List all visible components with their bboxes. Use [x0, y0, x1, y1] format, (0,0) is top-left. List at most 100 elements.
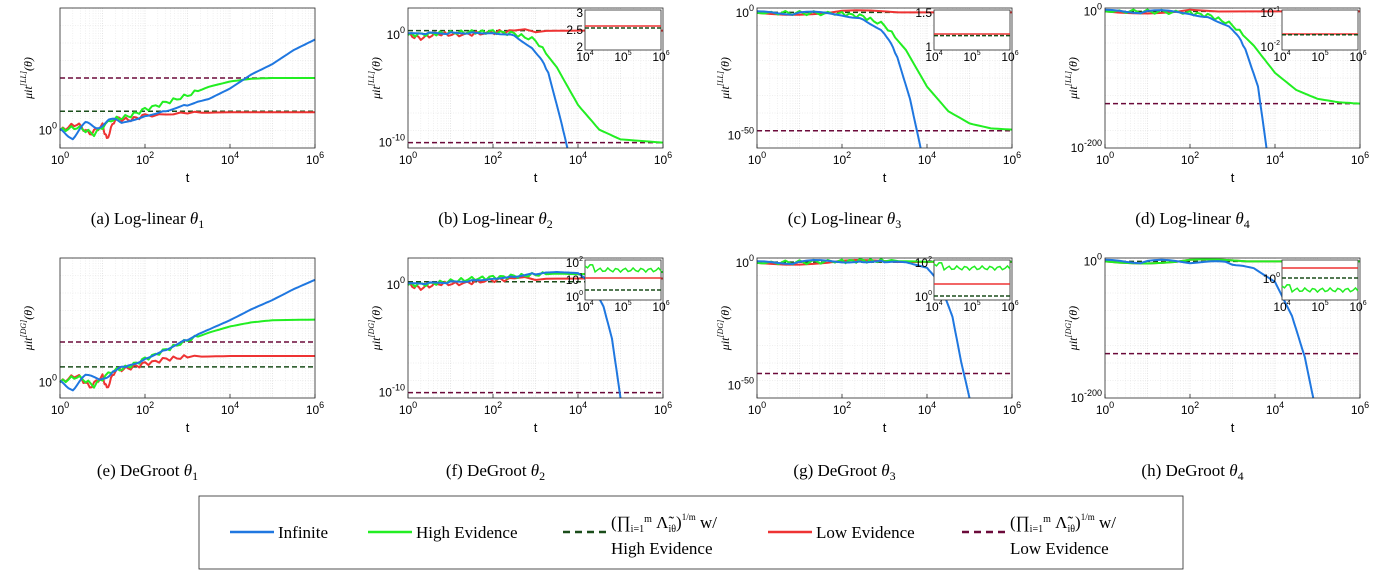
y-axis-label: μit[LL](θ) [1064, 57, 1080, 100]
y-tick-label: 10-50 [728, 376, 754, 393]
chart-panel-c: 100 102 104 106 100 10-50 t μit[LL](θ) 104 105 106… [716, 3, 1021, 231]
series-line-infinite [756, 10, 922, 149]
axes-frame [1104, 7, 1361, 149]
legend: Infinite High Evidence (∏i=1m Λ̃iθ)1/m w/H… [198, 495, 1184, 570]
y-tick-label: 10-200 [1071, 388, 1102, 405]
panel-caption: (h) DeGroot θ4 [1141, 461, 1243, 483]
y-axis-label: μit[LL](θ) [19, 57, 35, 100]
y-tick-label: 10-10 [379, 133, 405, 150]
inset-x-tick-label: 106 [1349, 50, 1366, 64]
inset-y-tick-label: 100 [1263, 272, 1280, 286]
x-tick-label: 102 [484, 150, 502, 167]
y-tick-label: 10-10 [379, 383, 405, 400]
panel-caption: (f) DeGroot θ2 [446, 461, 545, 483]
x-tick-label: 104 [569, 400, 587, 417]
inset-chart: 104 105 106 10-1 10-2 [1260, 6, 1366, 64]
axes-frame [407, 257, 664, 399]
x-tick-label: 100 [748, 400, 766, 417]
x-tick-label: 104 [1266, 400, 1284, 417]
inset-frame [584, 259, 662, 301]
series-line-low_evidence [407, 276, 663, 291]
inset-x-tick-label: 106 [1001, 300, 1018, 314]
axes-frame [407, 7, 664, 149]
legend-formula-low_dashed: (∏i=1m Λ̃iθ)1/m w/ [1010, 512, 1116, 535]
inset-x-tick-label: 104 [1273, 50, 1290, 64]
inset-frame [584, 9, 662, 51]
legend-formula-high_dashed: (∏i=1m Λ̃iθ)1/m w/ [611, 512, 717, 535]
inset-frame [933, 259, 1011, 301]
x-tick-label: 104 [918, 400, 936, 417]
series-line-low_evidence [59, 354, 315, 389]
panel-caption: (c) Log-linear θ3 [788, 209, 901, 231]
inset-chart: 104 105 106 1.5 1 [915, 6, 1018, 64]
inset-x-tick-label: 104 [576, 300, 593, 314]
inset-series-high_evidence [1281, 284, 1359, 294]
inset-y-tick-label: 3 [576, 6, 583, 20]
y-axis-label: μit[DG](θ) [367, 306, 383, 351]
inset-series-high_evidence [933, 262, 1011, 272]
x-axis-label: t [883, 170, 887, 185]
legend-label-infinite: Infinite [278, 523, 328, 542]
y-axis-label: μit[DG](θ) [19, 306, 35, 351]
series-line-high_evidence [59, 77, 315, 138]
x-tick-label: 100 [399, 400, 417, 417]
x-tick-label: 102 [1181, 150, 1199, 167]
panel-caption: (g) DeGroot θ3 [793, 461, 895, 483]
x-tick-label: 106 [1003, 400, 1021, 417]
legend-label-high_dashed: High Evidence [611, 539, 713, 558]
inset-x-tick-label: 106 [652, 300, 669, 314]
series-line-infinite [756, 259, 971, 399]
inset-y-tick-label: 100 [915, 290, 932, 304]
y-tick-label: 10-50 [728, 126, 754, 143]
y-tick-label: 100 [387, 275, 405, 292]
series-line-high_evidence [756, 10, 1013, 131]
x-tick-label: 106 [1351, 400, 1369, 417]
inset-y-tick-label: 10-1 [1260, 6, 1280, 20]
inset-chart: 104 105 106 3 2.5 2 [566, 6, 669, 64]
x-axis-label: t [1231, 170, 1235, 185]
x-tick-label: 106 [1351, 150, 1369, 167]
axes-frame [756, 257, 1013, 399]
x-tick-label: 100 [1096, 400, 1114, 417]
series-line-infinite [1104, 258, 1315, 399]
x-tick-label: 104 [221, 150, 239, 167]
x-tick-label: 100 [748, 150, 766, 167]
x-tick-label: 106 [306, 400, 324, 417]
x-axis-label: t [534, 170, 538, 185]
series-line-infinite [59, 278, 316, 392]
legend-label-low_dashed: Low Evidence [1010, 539, 1109, 558]
x-tick-label: 106 [654, 400, 672, 417]
inset-x-tick-label: 106 [652, 50, 669, 64]
x-tick-label: 102 [1181, 400, 1199, 417]
y-tick-label: 100 [736, 253, 754, 270]
series-line-infinite [407, 271, 622, 399]
inset-y-tick-label: 1.5 [915, 6, 932, 20]
inset-x-tick-label: 105 [1311, 300, 1328, 314]
inset-chart: 104 105 106 102 101 100 [566, 256, 670, 314]
axes-frame [756, 7, 1013, 149]
y-tick-label: 100 [1084, 1, 1102, 18]
x-axis-label: t [1231, 420, 1235, 435]
x-tick-label: 102 [833, 150, 851, 167]
x-tick-label: 102 [136, 400, 154, 417]
series-line-infinite [407, 31, 569, 149]
inset-frame [933, 9, 1011, 51]
panel-caption: (d) Log-linear θ4 [1135, 209, 1249, 231]
inset-x-tick-label: 105 [614, 300, 631, 314]
inset-y-tick-label: 101 [566, 273, 583, 287]
inset-frame [1281, 259, 1359, 301]
inset-x-tick-label: 106 [1349, 300, 1366, 314]
inset-chart: 104 105 106 100 [1263, 259, 1367, 314]
legend-label-high_evidence: High Evidence [416, 523, 518, 542]
inset-x-tick-label: 106 [1001, 50, 1018, 64]
y-axis-label: μit[LL](θ) [716, 57, 732, 100]
y-tick-label: 100 [39, 372, 57, 389]
chart-panel-e: 100 102 104 106 100 t μit[DG](θ) (e) DeGroot θ1 [19, 257, 324, 483]
inset-x-tick-label: 105 [1311, 50, 1328, 64]
panel-caption: (b) Log-linear θ2 [438, 209, 552, 231]
x-tick-label: 100 [51, 150, 69, 167]
inset-x-tick-label: 105 [614, 50, 631, 64]
axes-frame [59, 257, 316, 399]
